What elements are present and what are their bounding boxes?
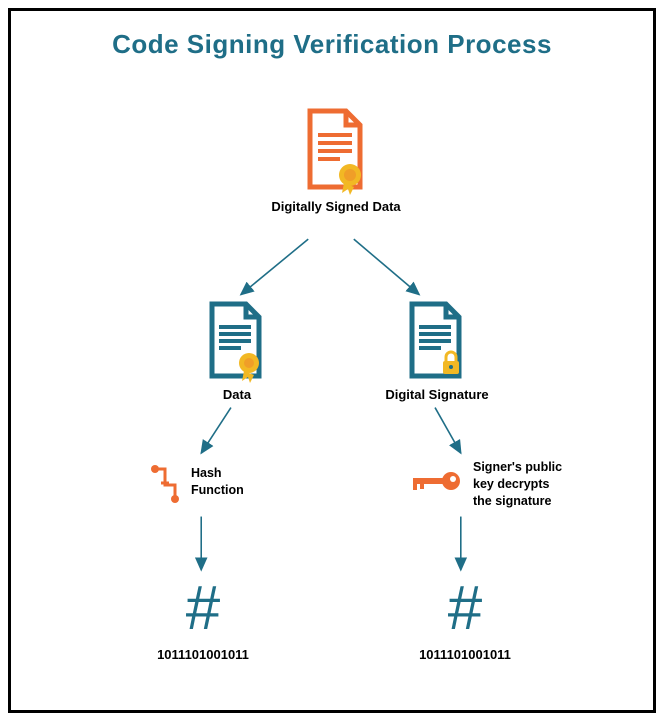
data-label: Data bbox=[197, 387, 277, 402]
signature-label: Digital Signature bbox=[377, 387, 497, 402]
key-icon bbox=[409, 467, 463, 500]
diagram-title: Code Signing Verification Process bbox=[11, 11, 653, 60]
decrypt-l2: key decrypts bbox=[473, 476, 593, 493]
signed-data-doc-icon bbox=[300, 107, 370, 200]
hash-value-right: 1011101001011 bbox=[415, 647, 515, 662]
decrypt-label: Signer's public key decrypts the signatu… bbox=[473, 459, 593, 510]
data-doc-icon bbox=[203, 301, 269, 388]
hash-func-l2: Function bbox=[191, 482, 244, 499]
hash-value-left: 1011101001011 bbox=[153, 647, 253, 662]
hash-symbol-right-icon: # bbox=[437, 577, 493, 646]
hash-func-l1: Hash bbox=[191, 465, 244, 482]
svg-text:#: # bbox=[186, 577, 221, 641]
hash-function-label: Hash Function bbox=[191, 465, 244, 499]
svg-text:#: # bbox=[448, 577, 483, 641]
decrypt-l1: Signer's public bbox=[473, 459, 593, 476]
signature-doc-icon bbox=[403, 301, 469, 388]
diagram-frame: Code Signing Verification Process Digita… bbox=[8, 8, 656, 713]
hash-function-icon bbox=[149, 463, 183, 510]
signed-data-label: Digitally Signed Data bbox=[251, 199, 421, 214]
hash-symbol-left-icon: # bbox=[175, 577, 231, 646]
decrypt-l3: the signature bbox=[473, 493, 593, 510]
